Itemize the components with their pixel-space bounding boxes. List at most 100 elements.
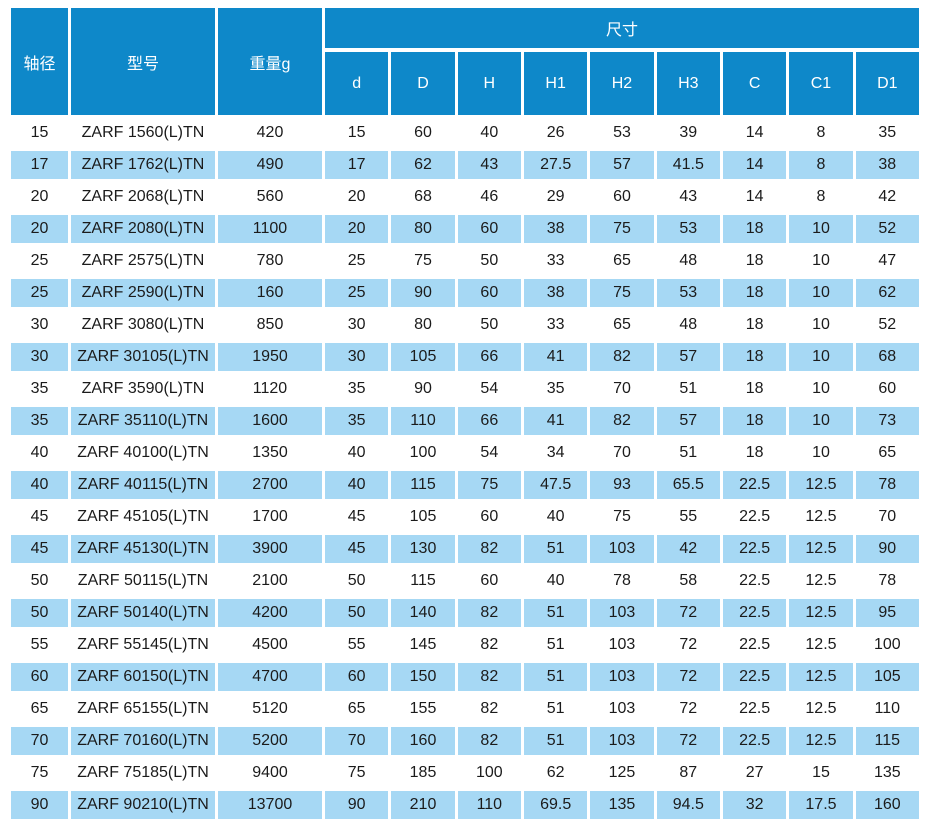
table-cell: 15 (325, 119, 389, 147)
table-cell: 18 (722, 439, 787, 467)
table-cell: 51 (523, 631, 588, 659)
col-header-d: d (325, 52, 389, 115)
table-cell: 68 (391, 183, 455, 211)
table-cell: 150 (391, 663, 455, 691)
table-cell: 18 (722, 343, 787, 371)
table-cell: 14 (722, 151, 787, 179)
table-cell: 4500 (218, 631, 322, 659)
table-cell: 60 (590, 183, 654, 211)
table-cell: 87 (656, 759, 720, 787)
table-cell: 100 (391, 439, 455, 467)
table-cell: 47.5 (523, 471, 588, 499)
table-cell: 160 (218, 279, 322, 307)
table-cell: 185 (391, 759, 455, 787)
table-row: 25 ZARF 2590(L)TN 160 25 90 60 38 75 53 18 10 62 (11, 279, 919, 307)
table-cell: 5200 (218, 727, 322, 755)
table-cell: 35 (11, 407, 68, 435)
col-header-C1: C1 (789, 52, 853, 115)
table-cell: 103 (590, 535, 654, 563)
table-cell: 65 (11, 695, 68, 723)
col-header-H: H (457, 52, 521, 115)
table-cell: 12.5 (789, 471, 853, 499)
table-cell: 10 (789, 439, 853, 467)
table-cell: 51 (523, 695, 588, 723)
table-cell: 12.5 (789, 567, 853, 595)
table-cell: 115 (391, 471, 455, 499)
header-row-dimensions: d D H H1 H2 H3 C C1 D1 (11, 52, 919, 115)
table-cell: 3900 (218, 535, 322, 563)
col-header-model: 型号 (71, 8, 215, 115)
table-cell: 17.5 (789, 791, 853, 819)
table-cell: 22.5 (722, 567, 787, 595)
table-cell: 13700 (218, 791, 322, 819)
table-cell: 1600 (218, 407, 322, 435)
table-row: 40 ZARF 40100(L)TN 1350 40 100 54 34 70 51 18 10 65 (11, 439, 919, 467)
table-row: 45 ZARF 45105(L)TN 1700 45 105 60 40 75 55 22.5 12… (11, 503, 919, 531)
table-cell: 82 (457, 663, 521, 691)
table-cell: 39 (656, 119, 720, 147)
table-cell: ZARF 50115(L)TN (71, 567, 215, 595)
table-body: 15 ZARF 1560(L)TN 420 15 60 40 26 53 39 14 8 35 17 ZA… (11, 119, 919, 819)
table-cell: 43 (656, 183, 720, 211)
table-cell: 48 (656, 311, 720, 339)
table-cell: 105 (855, 663, 919, 691)
table-cell: 51 (656, 375, 720, 403)
table-cell: 35 (325, 407, 389, 435)
table-cell: 65 (590, 311, 654, 339)
table-cell: 75 (11, 759, 68, 787)
table-cell: 25 (11, 247, 68, 275)
table-cell: 66 (457, 407, 521, 435)
table-cell: 145 (391, 631, 455, 659)
table-cell: 40 (523, 567, 588, 595)
table-cell: 103 (590, 663, 654, 691)
table-cell: 8 (789, 183, 853, 211)
table-row: 20 ZARF 2080(L)TN 1100 20 80 60 38 75 53 18 10 52 (11, 215, 919, 243)
table-cell: 20 (11, 183, 68, 211)
table-cell: 22.5 (722, 535, 787, 563)
table-cell: 70 (590, 375, 654, 403)
table-cell: 14 (722, 119, 787, 147)
table-cell: 18 (722, 279, 787, 307)
table-cell: 125 (590, 759, 654, 787)
table-cell: 420 (218, 119, 322, 147)
table-cell: 41.5 (656, 151, 720, 179)
table-cell: 51 (523, 663, 588, 691)
table-cell: 75 (457, 471, 521, 499)
table-cell: ZARF 45130(L)TN (71, 535, 215, 563)
table-cell: 20 (325, 215, 389, 243)
table-cell: 52 (855, 215, 919, 243)
table-cell: 45 (325, 503, 389, 531)
table-cell: 50 (11, 599, 68, 627)
table-cell: ZARF 60150(L)TN (71, 663, 215, 691)
table-row: 25 ZARF 2575(L)TN 780 25 75 50 33 65 48 18 10 47 (11, 247, 919, 275)
table-cell: 12.5 (789, 663, 853, 691)
table-cell: 12.5 (789, 535, 853, 563)
table-cell: 4200 (218, 599, 322, 627)
table-cell: ZARF 2080(L)TN (71, 215, 215, 243)
table-cell: 1700 (218, 503, 322, 531)
table-cell: 90 (11, 791, 68, 819)
table-cell: 40 (523, 503, 588, 531)
table-cell: 9400 (218, 759, 322, 787)
table-cell: 30 (11, 311, 68, 339)
table-cell: 40 (325, 471, 389, 499)
table-row: 15 ZARF 1560(L)TN 420 15 60 40 26 53 39 14 8 35 (11, 119, 919, 147)
table-cell: 26 (523, 119, 588, 147)
table-cell: 1350 (218, 439, 322, 467)
table-row: 65 ZARF 65155(L)TN 5120 65 155 82 51 103 72 22.5 1… (11, 695, 919, 723)
table-cell: 50 (457, 247, 521, 275)
table-cell: 57 (656, 407, 720, 435)
table-cell: 10 (789, 215, 853, 243)
table-cell: 65 (590, 247, 654, 275)
table-cell: 38 (523, 215, 588, 243)
table-cell: 54 (457, 439, 521, 467)
table-cell: 18 (722, 407, 787, 435)
table-cell: 35 (325, 375, 389, 403)
table-cell: 53 (656, 215, 720, 243)
table-cell: 62 (391, 151, 455, 179)
table-cell: 69.5 (523, 791, 588, 819)
table-cell: ZARF 2068(L)TN (71, 183, 215, 211)
table-cell: 10 (789, 247, 853, 275)
table-cell: 38 (855, 151, 919, 179)
table-cell: 60 (457, 279, 521, 307)
